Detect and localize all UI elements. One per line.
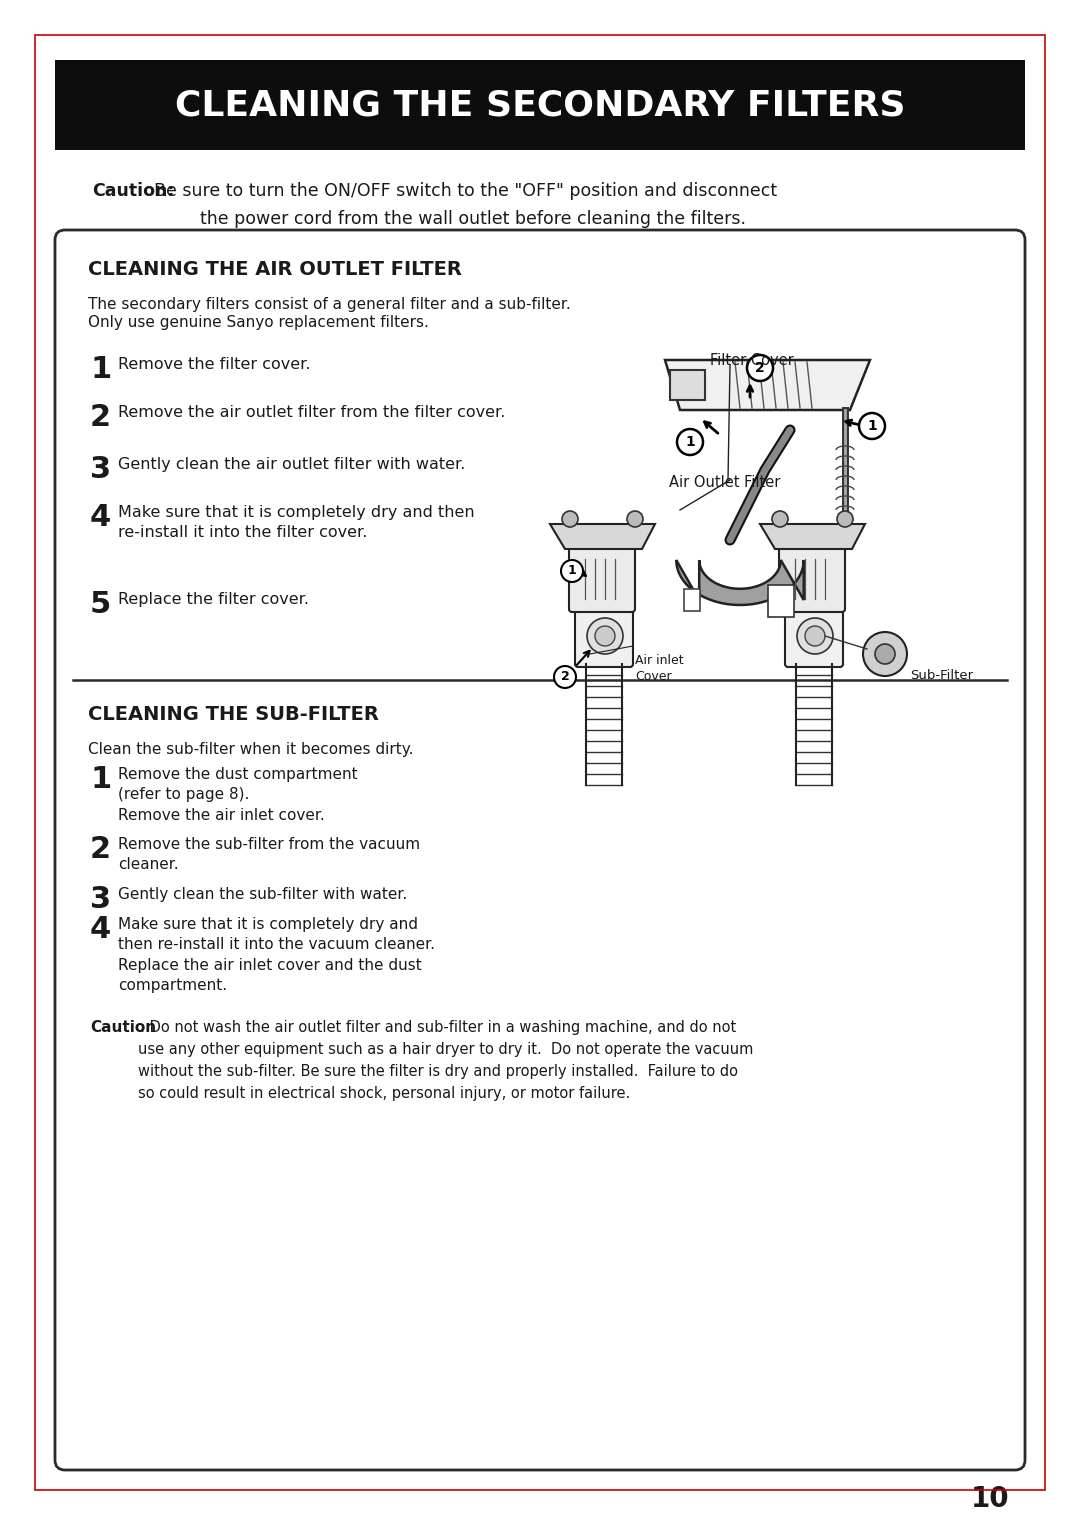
Text: 3: 3 [90, 454, 111, 483]
Bar [55, 59, 1025, 149]
Circle shape [677, 429, 703, 454]
Text: 4: 4 [90, 915, 111, 944]
Text: 4: 4 [90, 503, 111, 532]
Circle shape [863, 631, 907, 676]
Text: without the sub-filter. Be sure the filter is dry and properly installed.  Failu: without the sub-filter. Be sure the filt… [138, 1064, 738, 1080]
Text: so could result in electrical shock, personal injury, or motor failure.: so could result in electrical shock, per… [138, 1086, 631, 1101]
Circle shape [561, 560, 583, 583]
Text: CLEANING THE SUB-FILTER: CLEANING THE SUB-FILTER [87, 705, 379, 724]
Text: 1: 1 [90, 766, 111, 795]
FancyBboxPatch shape [684, 589, 700, 612]
Circle shape [588, 618, 623, 654]
FancyBboxPatch shape [785, 605, 843, 666]
Polygon shape [665, 360, 870, 410]
Text: 1: 1 [90, 355, 111, 384]
Text: CLEANING THE SECONDARY FILTERS: CLEANING THE SECONDARY FILTERS [175, 88, 905, 122]
Text: Remove the air outlet filter from the filter cover.: Remove the air outlet filter from the fi… [118, 406, 505, 419]
Text: Remove the sub-filter from the vacuum
cleaner.: Remove the sub-filter from the vacuum cl… [118, 837, 420, 872]
Text: : Do not wash the air outlet filter and sub-filter in a washing machine, and do : : Do not wash the air outlet filter and … [140, 1020, 737, 1035]
Text: Be sure to turn the ON/OFF switch to the "OFF" position and disconnect: Be sure to turn the ON/OFF switch to the… [154, 181, 778, 200]
Circle shape [595, 625, 615, 647]
Text: Make sure that it is completely dry and
then re-install it into the vacuum clean: Make sure that it is completely dry and … [118, 917, 435, 993]
Text: CLEANING THE AIR OUTLET FILTER: CLEANING THE AIR OUTLET FILTER [87, 259, 462, 279]
Polygon shape [676, 560, 804, 605]
Text: 3: 3 [90, 884, 111, 913]
Circle shape [837, 511, 853, 528]
Text: Filter Cover: Filter Cover [710, 352, 794, 368]
Text: Gently clean the sub-filter with water.: Gently clean the sub-filter with water. [118, 888, 407, 901]
Text: Sub-Filter: Sub-Filter [910, 669, 973, 682]
Polygon shape [760, 525, 865, 549]
Text: 2: 2 [90, 836, 111, 865]
Text: 10: 10 [971, 1485, 1010, 1513]
Circle shape [805, 625, 825, 647]
Circle shape [875, 644, 895, 663]
Circle shape [772, 511, 788, 528]
Text: Clean the sub-filter when it becomes dirty.: Clean the sub-filter when it becomes dir… [87, 743, 414, 756]
Text: 1: 1 [568, 564, 577, 578]
Text: 2: 2 [755, 361, 765, 375]
Text: Air Outlet Filter: Air Outlet Filter [670, 474, 781, 490]
Polygon shape [550, 525, 654, 549]
Text: 2: 2 [561, 671, 569, 683]
Text: 1: 1 [867, 419, 877, 433]
Text: Make sure that it is completely dry and then
re-install it into the filter cover: Make sure that it is completely dry and … [118, 505, 474, 540]
Circle shape [627, 511, 643, 528]
Text: 2: 2 [90, 403, 111, 432]
Text: The secondary filters consist of a general filter and a sub-filter.: The secondary filters consist of a gener… [87, 297, 570, 313]
Text: Caution:: Caution: [92, 181, 175, 200]
Text: Only use genuine Sanyo replacement filters.: Only use genuine Sanyo replacement filte… [87, 316, 429, 329]
Text: 5: 5 [90, 590, 111, 619]
FancyBboxPatch shape [569, 546, 635, 612]
Text: Gently clean the air outlet filter with water.: Gently clean the air outlet filter with … [118, 458, 465, 473]
Text: Caution: Caution [90, 1020, 157, 1035]
Text: 1: 1 [685, 435, 694, 448]
Text: Air inlet
Cover: Air inlet Cover [635, 654, 684, 683]
Polygon shape [670, 371, 705, 400]
Circle shape [562, 511, 578, 528]
Text: Replace the filter cover.: Replace the filter cover. [118, 592, 309, 607]
Text: Remove the dust compartment
(refer to page 8).
Remove the air inlet cover.: Remove the dust compartment (refer to pa… [118, 767, 357, 824]
Text: Remove the filter cover.: Remove the filter cover. [118, 357, 311, 372]
FancyBboxPatch shape [55, 230, 1025, 1470]
Circle shape [859, 413, 885, 439]
FancyBboxPatch shape [575, 605, 633, 666]
Circle shape [554, 666, 576, 688]
Text: use any other equipment such as a hair dryer to dry it.  Do not operate the vacu: use any other equipment such as a hair d… [138, 1042, 754, 1057]
Circle shape [747, 355, 773, 381]
Text: the power cord from the wall outlet before cleaning the filters.: the power cord from the wall outlet befo… [200, 210, 746, 229]
Circle shape [797, 618, 833, 654]
FancyBboxPatch shape [768, 586, 794, 618]
FancyBboxPatch shape [779, 546, 845, 612]
